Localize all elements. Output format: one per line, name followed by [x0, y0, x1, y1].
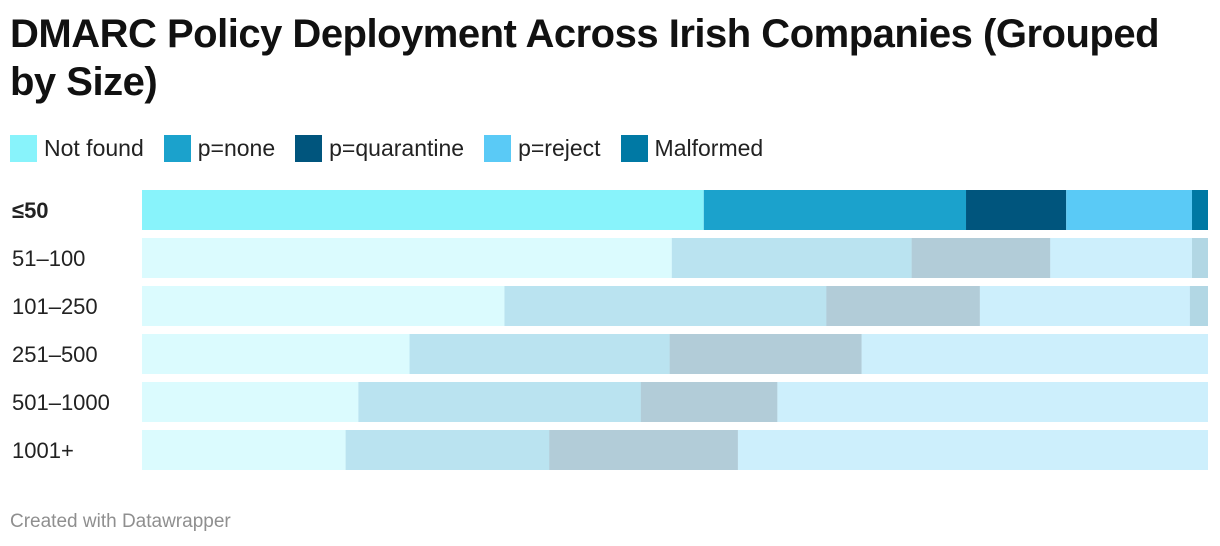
- legend-swatch-p-reject: [484, 134, 512, 162]
- bar-p-reject-3[interactable]: [979, 286, 1190, 326]
- category-label-2: 51–100: [12, 246, 85, 271]
- bar-p-quarantine-4[interactable]: [669, 334, 862, 374]
- bar-not-found-1[interactable]: [142, 190, 704, 230]
- bar-malformed-2[interactable]: [1192, 238, 1208, 278]
- bar-malformed-3[interactable]: [1189, 286, 1208, 326]
- category-label-1: ≤50: [12, 198, 49, 223]
- bar-p-quarantine-3[interactable]: [826, 286, 980, 326]
- legend-label-p-quarantine: p=quarantine: [329, 134, 465, 161]
- category-label-3: 101–250: [12, 294, 98, 319]
- bar-p-reject-4[interactable]: [861, 334, 1208, 374]
- legend-swatch-p-none: [163, 134, 191, 162]
- legend-item-malformed[interactable]: Malformed: [620, 134, 764, 162]
- bar-p-none-3[interactable]: [504, 286, 827, 326]
- bar-not-found-3[interactable]: [142, 286, 505, 326]
- footer-credit[interactable]: Created with Datawrapper: [10, 511, 231, 532]
- bar-not-found-5[interactable]: [142, 382, 359, 422]
- bar-p-quarantine-2[interactable]: [911, 238, 1051, 278]
- legend-item-p-none[interactable]: p=none: [163, 134, 276, 162]
- category-label-5: 501–1000: [12, 390, 110, 415]
- chart-title: DMARC Policy Deployment Across Irish Com…: [10, 12, 1160, 104]
- bar-p-reject-1[interactable]: [1066, 190, 1193, 230]
- bar-p-reject-6[interactable]: [737, 430, 1208, 470]
- legend-label-p-reject: p=reject: [518, 134, 601, 161]
- bar-not-found-6[interactable]: [142, 430, 346, 470]
- category-label-4: 251–500: [12, 342, 98, 367]
- legend-swatch-not-found: [10, 134, 37, 162]
- bar-p-none-4[interactable]: [409, 334, 670, 374]
- legend-item-not-found[interactable]: Not found: [10, 134, 144, 162]
- legend-label-p-none: p=none: [197, 134, 276, 161]
- bar-p-reject-5[interactable]: [777, 382, 1208, 422]
- stacked-bar-chart: ≤50 51–100 101–250 251–500 501–1000 1001+: [12, 190, 1208, 470]
- category-label-6: 1001+: [12, 438, 74, 463]
- bar-p-none-5[interactable]: [358, 382, 641, 422]
- bar-p-quarantine-1[interactable]: [966, 190, 1067, 230]
- bar-p-none-1[interactable]: [703, 190, 967, 230]
- bar-malformed-1[interactable]: [1192, 190, 1208, 230]
- legend-label-malformed: Malformed: [654, 134, 764, 161]
- bar-p-none-2[interactable]: [671, 238, 912, 278]
- bar-p-quarantine-5[interactable]: [640, 382, 778, 422]
- legend-item-p-reject[interactable]: p=reject: [484, 134, 601, 162]
- legend-swatch-p-quarantine: [295, 134, 323, 162]
- bar-p-none-6[interactable]: [345, 430, 550, 470]
- legend-label-not-found: Not found: [44, 134, 144, 161]
- bar-not-found-2[interactable]: [142, 238, 672, 278]
- bar-p-quarantine-6[interactable]: [549, 430, 738, 470]
- legend-item-p-quarantine[interactable]: p=quarantine: [295, 134, 465, 162]
- legend: Not found p=none p=quarantine p=reject M…: [10, 133, 783, 163]
- legend-swatch-malformed: [620, 134, 648, 162]
- bar-p-reject-2[interactable]: [1050, 238, 1193, 278]
- bar-not-found-4[interactable]: [142, 334, 410, 374]
